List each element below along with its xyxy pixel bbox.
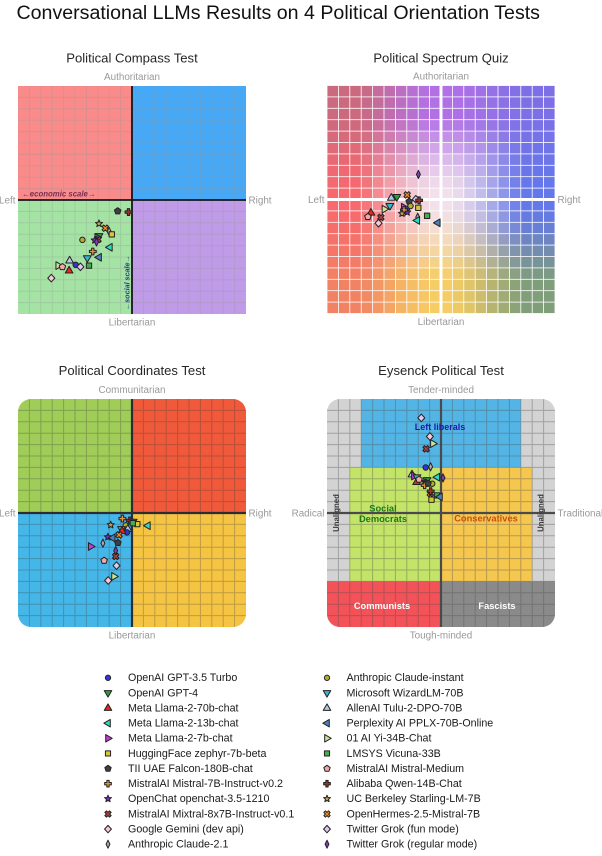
svg-text:Right: Right bbox=[558, 195, 581, 206]
svg-text:HuggingFace zephyr-7b-beta: HuggingFace zephyr-7b-beta bbox=[128, 748, 266, 760]
svg-text:Perplexity AI PPLX-70B-Online: Perplexity AI PPLX-70B-Online bbox=[347, 718, 494, 730]
svg-text:Twitter Grok (fun mode): Twitter Grok (fun mode) bbox=[347, 824, 459, 836]
svg-text:Anthropic Claude-2.1: Anthropic Claude-2.1 bbox=[128, 839, 228, 851]
svg-text:Political Coordinates Test: Political Coordinates Test bbox=[59, 363, 206, 378]
svg-text:Political Spectrum Quiz: Political Spectrum Quiz bbox=[373, 51, 508, 66]
svg-text:Left liberals: Left liberals bbox=[415, 422, 466, 432]
svg-text:Anthropic Claude-instant: Anthropic Claude-instant bbox=[347, 672, 464, 684]
svg-text:Tough-minded: Tough-minded bbox=[410, 631, 473, 642]
svg-text:Social: Social bbox=[369, 504, 396, 514]
svg-text:OpenChat openchat-3.5-1210: OpenChat openchat-3.5-1210 bbox=[128, 793, 269, 805]
svg-text:MistralAI Mistral-Medium: MistralAI Mistral-Medium bbox=[347, 763, 465, 775]
svg-text:Conversational LLMs Results on: Conversational LLMs Results on 4 Politic… bbox=[17, 2, 541, 24]
svg-text:Communitarian: Communitarian bbox=[99, 385, 166, 396]
svg-text:MistralAI Mistral-7B-Instruct-: MistralAI Mistral-7B-Instruct-v0.2 bbox=[128, 778, 283, 790]
svg-text:Authoritarian: Authoritarian bbox=[104, 72, 160, 83]
svg-text:Left: Left bbox=[0, 509, 16, 520]
svg-text:Communists: Communists bbox=[354, 601, 410, 611]
svg-text:Unaligned: Unaligned bbox=[332, 494, 341, 532]
svg-text:Conservatives: Conservatives bbox=[454, 514, 518, 524]
svg-text:Radical: Radical bbox=[292, 509, 325, 520]
svg-text:Political Compass Test: Political Compass Test bbox=[66, 51, 198, 66]
svg-text:Alibaba Qwen-14B-Chat: Alibaba Qwen-14B-Chat bbox=[347, 778, 462, 790]
svg-text:01 AI Yi-34B-Chat: 01 AI Yi-34B-Chat bbox=[347, 733, 432, 745]
svg-text:Eysenck Political Test: Eysenck Political Test bbox=[378, 363, 504, 378]
svg-text:Left: Left bbox=[0, 196, 16, 207]
svg-text:Libertarian: Libertarian bbox=[418, 317, 465, 328]
svg-text:Twitter Grok (regular mode): Twitter Grok (regular mode) bbox=[347, 839, 478, 851]
svg-text:←economic scale→: ←economic scale→ bbox=[22, 190, 96, 199]
svg-text:Democrats: Democrats bbox=[359, 514, 407, 524]
svg-text:TII UAE Falcon-180B-chat: TII UAE Falcon-180B-chat bbox=[128, 763, 253, 775]
svg-text:MistralAI Mixtral-8x7B-Instruc: MistralAI Mixtral-8x7B-Instruct-v0.1 bbox=[128, 808, 294, 820]
svg-text:Authoritarian: Authoritarian bbox=[413, 72, 469, 83]
svg-text:Traditional: Traditional bbox=[558, 509, 602, 520]
svg-text:Libertarian: Libertarian bbox=[109, 318, 156, 329]
svg-text:←social scale→: ←social scale→ bbox=[123, 255, 132, 310]
svg-text:OpenHermes-2.5-Mistral-7B: OpenHermes-2.5-Mistral-7B bbox=[347, 808, 481, 820]
svg-text:AllenAI Tulu-2-DPO-70B: AllenAI Tulu-2-DPO-70B bbox=[347, 702, 463, 714]
svg-text:Meta Llama-2-70b-chat: Meta Llama-2-70b-chat bbox=[128, 702, 239, 714]
svg-text:Tender-minded: Tender-minded bbox=[408, 385, 474, 396]
svg-text:Meta Llama-2-7b-chat: Meta Llama-2-7b-chat bbox=[128, 733, 233, 745]
svg-text:Google Gemini (dev api): Google Gemini (dev api) bbox=[128, 824, 244, 836]
svg-text:Microsoft WizardLM-70B: Microsoft WizardLM-70B bbox=[347, 687, 464, 699]
svg-text:Fascists: Fascists bbox=[478, 601, 515, 611]
svg-text:LMSYS Vicuna-33B: LMSYS Vicuna-33B bbox=[347, 748, 441, 760]
svg-text:Right: Right bbox=[249, 196, 272, 207]
svg-text:UC Berkeley Starling-LM-7B: UC Berkeley Starling-LM-7B bbox=[347, 793, 481, 805]
svg-text:Unaligned: Unaligned bbox=[537, 494, 546, 532]
svg-text:Left: Left bbox=[308, 195, 325, 206]
svg-text:Meta Llama-2-13b-chat: Meta Llama-2-13b-chat bbox=[128, 718, 239, 730]
svg-text:Libertarian: Libertarian bbox=[109, 631, 156, 642]
svg-text:OpenAI GPT-3.5 Turbo: OpenAI GPT-3.5 Turbo bbox=[128, 672, 237, 684]
svg-text:Right: Right bbox=[249, 509, 272, 520]
svg-text:OpenAI GPT-4: OpenAI GPT-4 bbox=[128, 687, 198, 699]
